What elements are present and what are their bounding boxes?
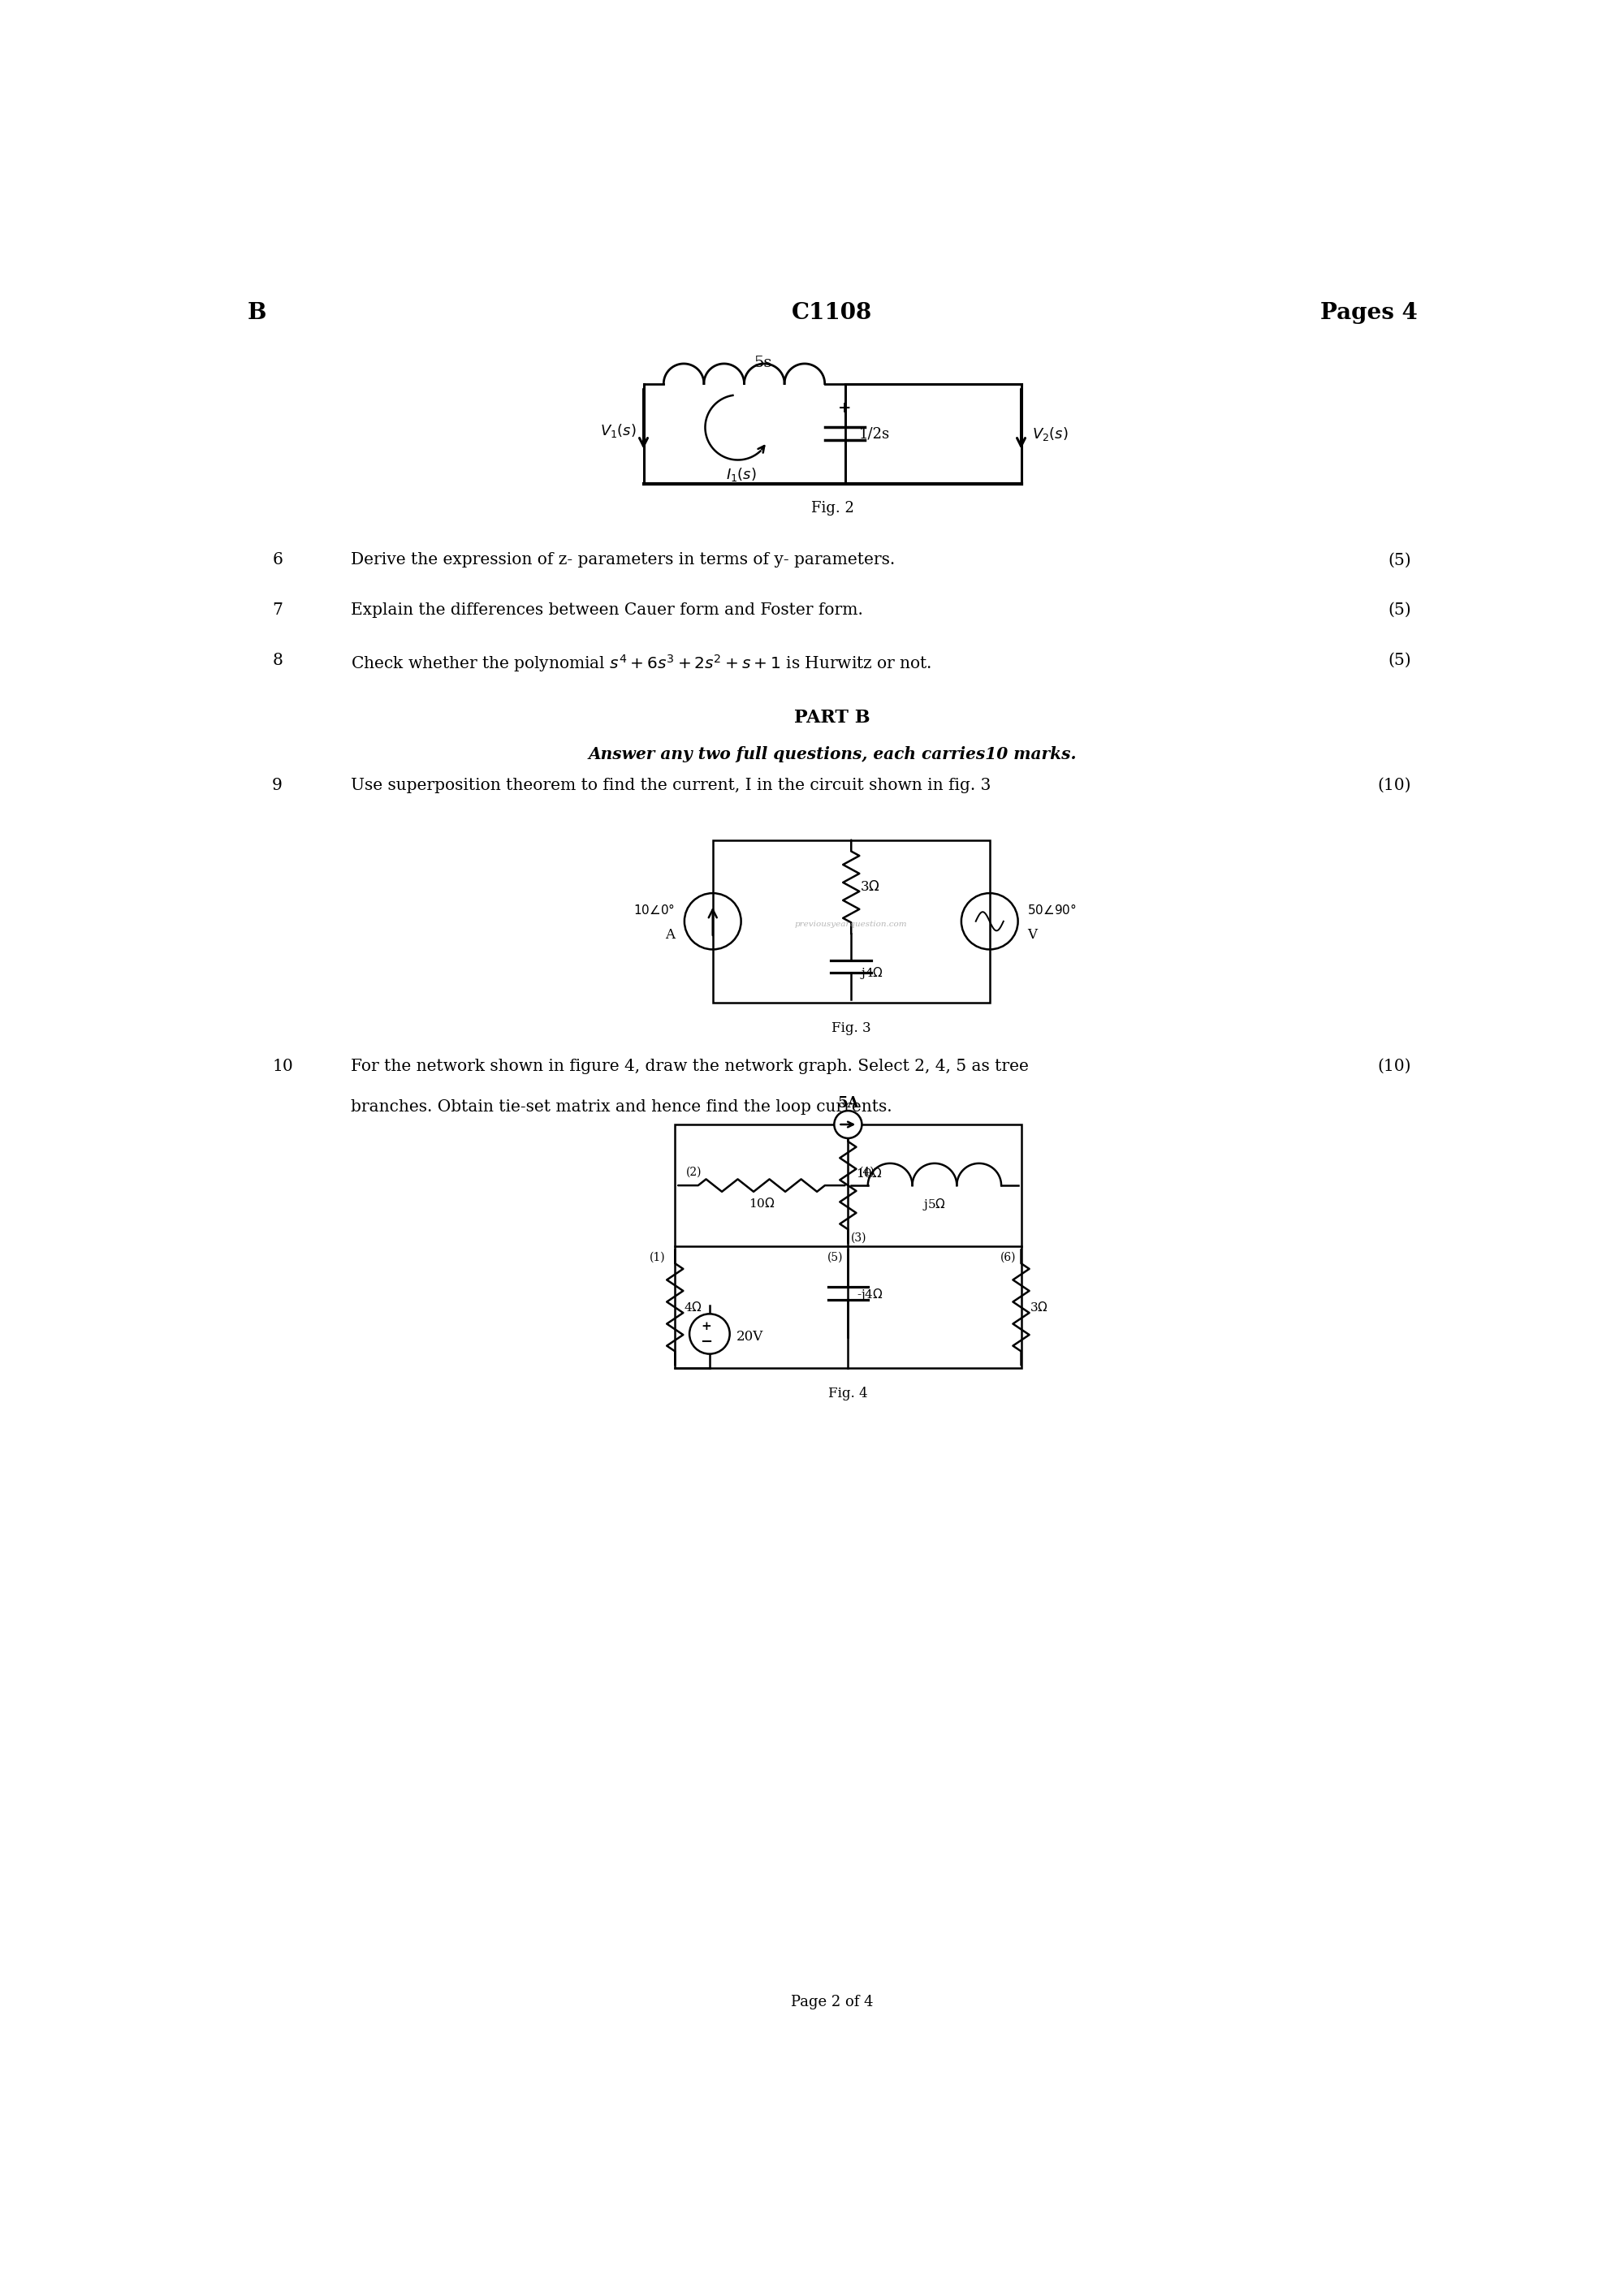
- Circle shape: [835, 1111, 862, 1139]
- Text: (2): (2): [687, 1166, 702, 1178]
- Text: (1): (1): [650, 1251, 666, 1263]
- Text: -j4$\Omega$: -j4$\Omega$: [857, 1288, 883, 1302]
- Text: j5$\Omega$: j5$\Omega$: [922, 1196, 947, 1212]
- Text: 20V: 20V: [736, 1329, 763, 1343]
- Text: Fig. 3: Fig. 3: [831, 1022, 870, 1035]
- Text: V: V: [1028, 928, 1038, 941]
- Text: C1108: C1108: [793, 303, 872, 324]
- Text: A: A: [666, 928, 676, 941]
- Text: $V_1(s)$: $V_1(s)$: [599, 422, 637, 439]
- Text: (5): (5): [827, 1251, 843, 1263]
- Text: $I_1(s)$: $I_1(s)$: [726, 466, 757, 482]
- Text: B: B: [247, 303, 266, 324]
- Text: Page 2 of 4: Page 2 of 4: [791, 1995, 874, 2009]
- Text: +: +: [702, 1320, 711, 1332]
- Text: previousyearquestion.com: previousyearquestion.com: [794, 921, 908, 928]
- Text: 9: 9: [273, 778, 283, 792]
- Text: Derive the expression of z- parameters in terms of y- parameters.: Derive the expression of z- parameters i…: [351, 553, 895, 567]
- Bar: [713, 840, 989, 1003]
- Text: (3): (3): [851, 1233, 867, 1242]
- Text: 4$\Omega$: 4$\Omega$: [684, 1302, 702, 1313]
- Text: 3$\Omega$: 3$\Omega$: [861, 879, 880, 893]
- Text: 10$\Omega$: 10$\Omega$: [856, 1166, 882, 1180]
- Text: (4): (4): [859, 1166, 875, 1178]
- Text: $V_2(s)$: $V_2(s)$: [1033, 425, 1069, 443]
- Text: (10): (10): [1377, 1058, 1411, 1075]
- Text: 8: 8: [273, 652, 283, 668]
- Text: (5): (5): [1389, 553, 1411, 567]
- Text: +: +: [838, 402, 851, 416]
- Text: $10\angle 0°$: $10\angle 0°$: [633, 902, 676, 916]
- Circle shape: [690, 1313, 729, 1355]
- Text: 7: 7: [273, 602, 283, 618]
- Text: (5): (5): [1389, 602, 1411, 618]
- Text: PART B: PART B: [794, 709, 870, 726]
- Text: 5s: 5s: [754, 356, 771, 370]
- Text: −: −: [700, 1334, 713, 1350]
- Text: 6: 6: [273, 553, 283, 567]
- Text: (5): (5): [1389, 652, 1411, 668]
- Text: Use superposition theorem to find the current, I in the circuit shown in fig. 3: Use superposition theorem to find the cu…: [351, 778, 991, 792]
- Text: 10: 10: [273, 1058, 292, 1075]
- Text: Explain the differences between Cauer form and Foster form.: Explain the differences between Cauer fo…: [351, 602, 864, 618]
- Text: For the network shown in figure 4, draw the network graph. Select 2, 4, 5 as tre: For the network shown in figure 4, draw …: [351, 1058, 1030, 1075]
- Text: Fig. 4: Fig. 4: [828, 1387, 867, 1401]
- Text: Fig. 2: Fig. 2: [810, 501, 854, 517]
- Bar: [676, 1125, 1021, 1368]
- Text: (6): (6): [1000, 1251, 1017, 1263]
- Text: branches. Obtain tie-set matrix and hence find the loop currents.: branches. Obtain tie-set matrix and henc…: [351, 1100, 892, 1116]
- Text: Check whether the polynomial $s^4+6s^3+2s^2+s+1$ is Hurwitz or not.: Check whether the polynomial $s^4+6s^3+2…: [351, 652, 932, 673]
- Text: Pages 4: Pages 4: [1320, 303, 1418, 324]
- Text: 3$\Omega$: 3$\Omega$: [1030, 1302, 1049, 1313]
- Text: 5A: 5A: [838, 1095, 859, 1111]
- Text: 10$\Omega$: 10$\Omega$: [749, 1196, 775, 1210]
- Text: $50\angle 90°$: $50\angle 90°$: [1028, 902, 1077, 916]
- Text: Answer any two full questions, each carries10 marks.: Answer any two full questions, each carr…: [588, 746, 1077, 762]
- Text: 1/2s: 1/2s: [859, 427, 890, 441]
- Text: (10): (10): [1377, 778, 1411, 792]
- Text: j4$\Omega$: j4$\Omega$: [861, 964, 883, 980]
